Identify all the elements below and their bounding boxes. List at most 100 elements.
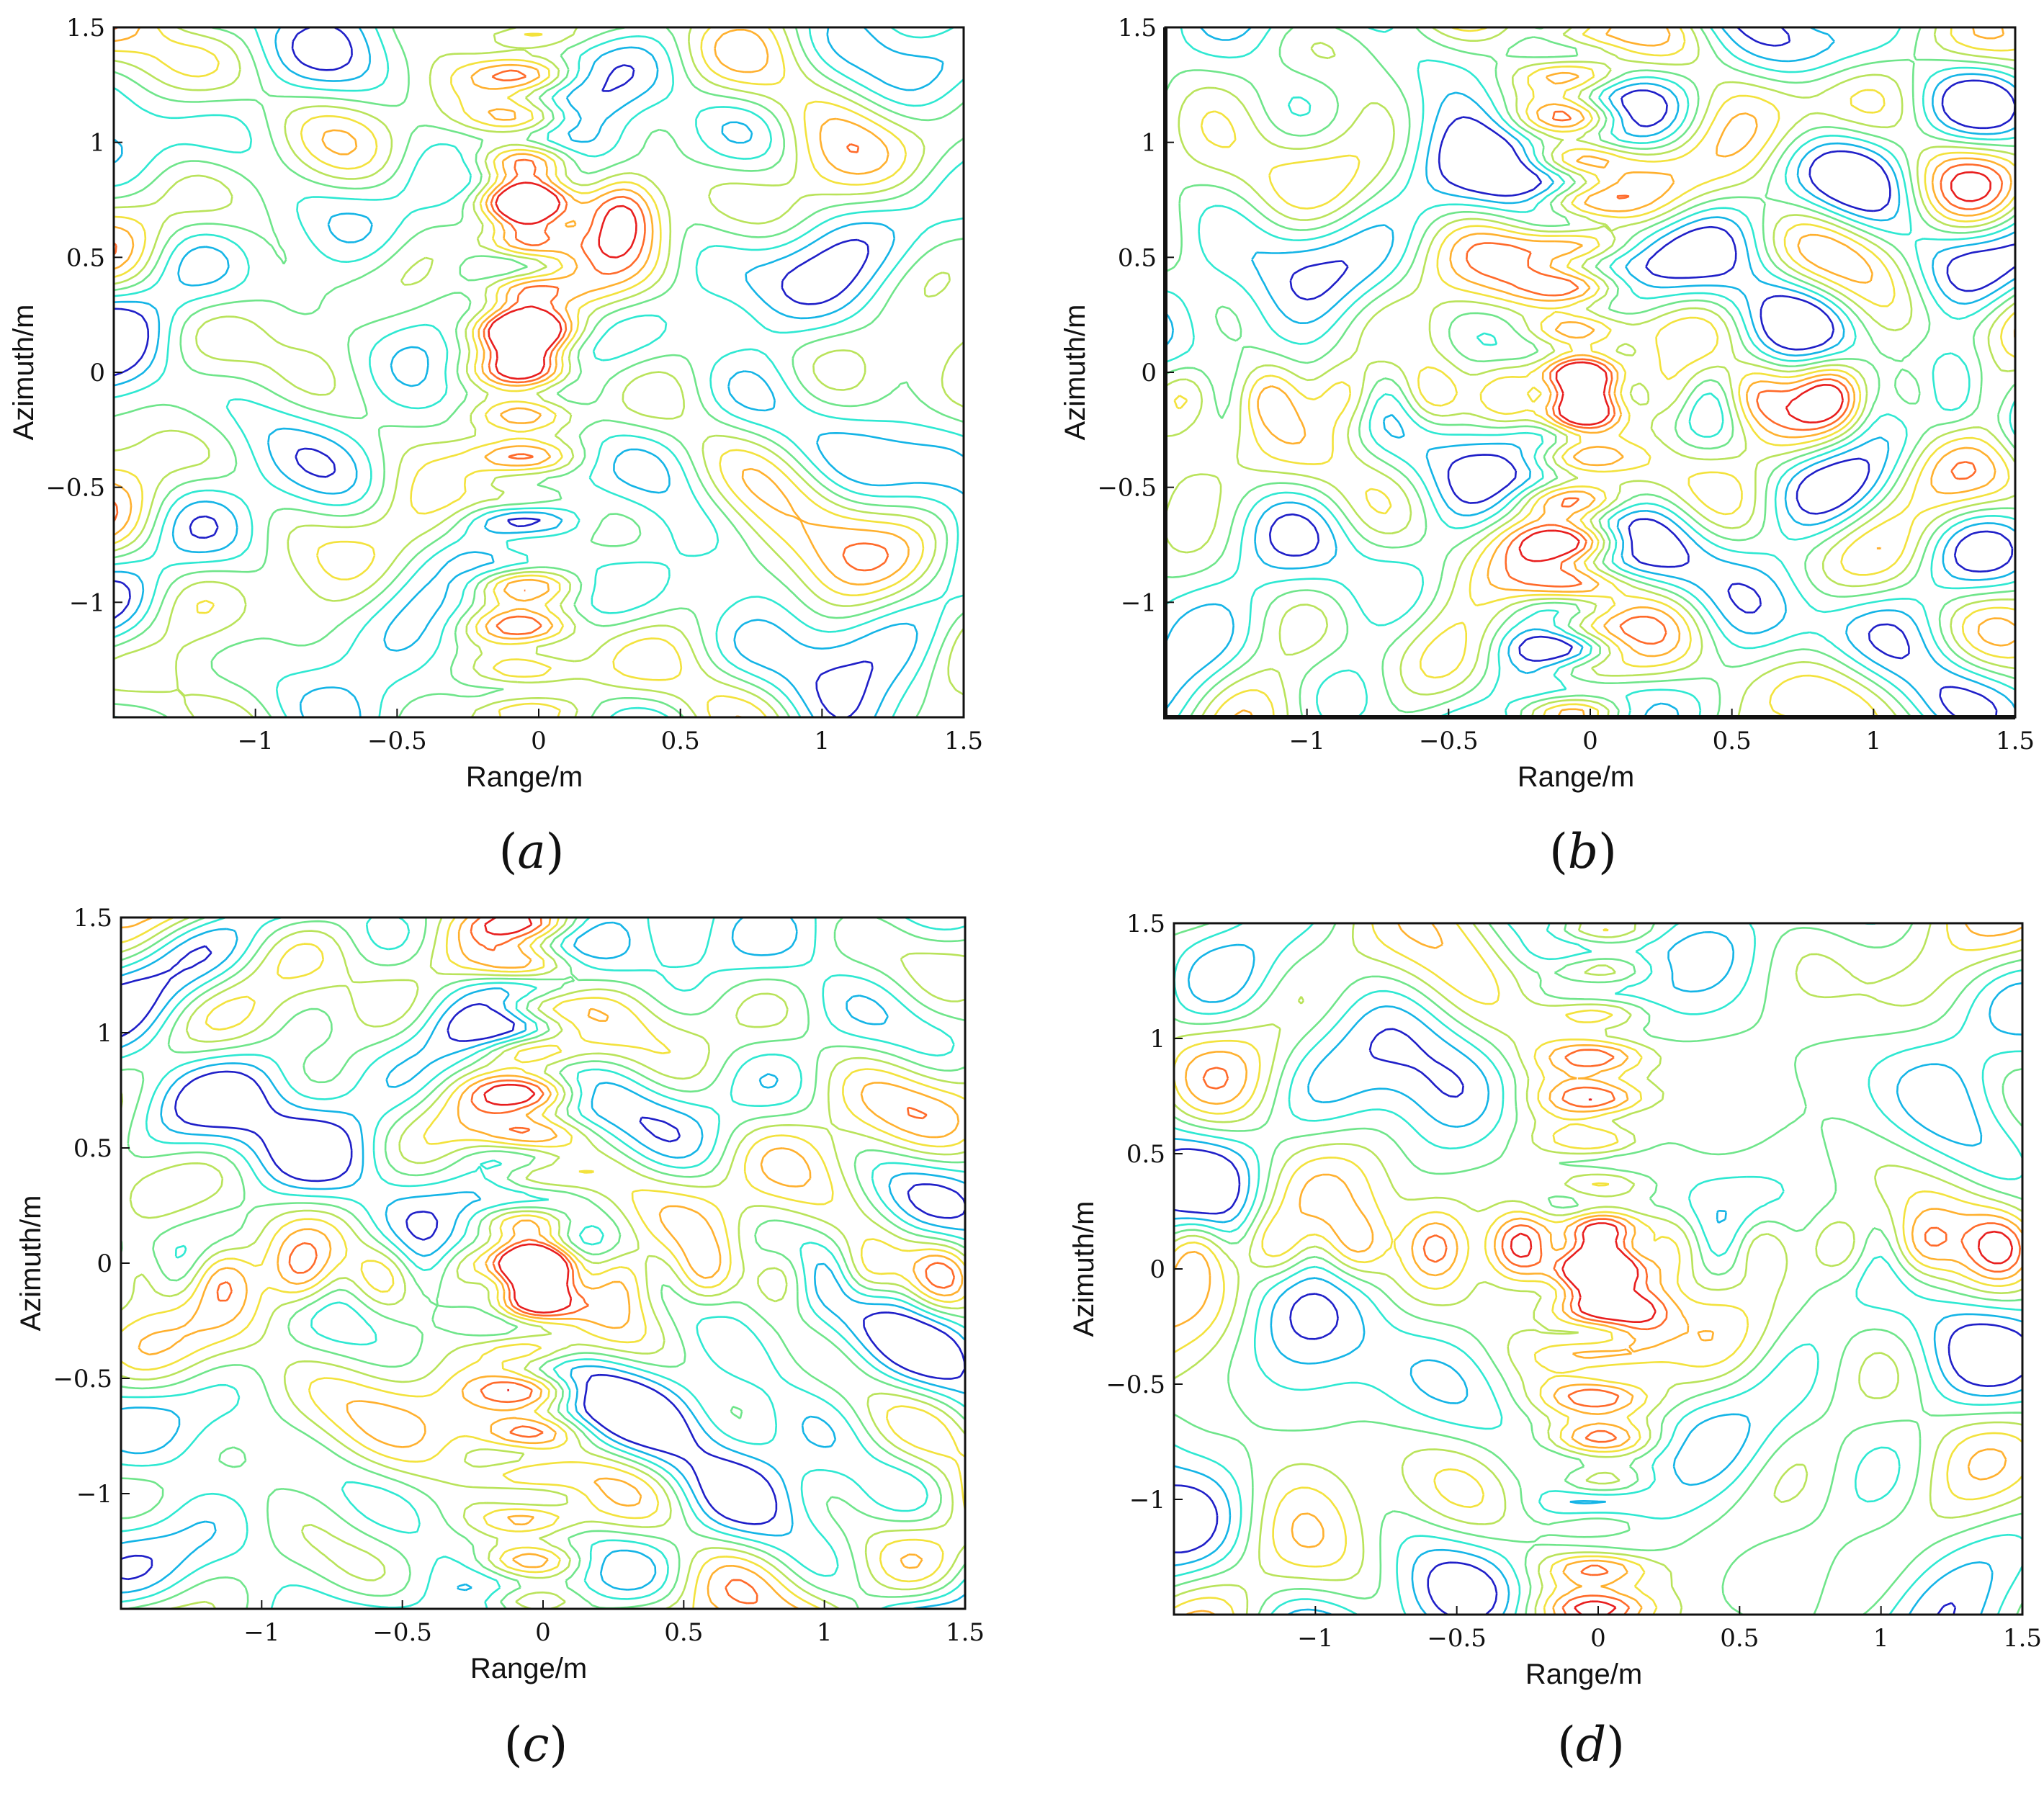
contour-level-9 xyxy=(1510,1098,2014,1615)
contour-level-5 xyxy=(121,917,965,1609)
x-tick-label: 0 xyxy=(1582,727,1598,755)
x-tick-label: −1 xyxy=(1297,1624,1333,1653)
plot-area xyxy=(1174,923,2022,1615)
caption-close-paren: ) xyxy=(1606,1717,1625,1772)
x-tick-label: −0.5 xyxy=(367,727,427,755)
y-tick-label: 0.5 xyxy=(1118,243,1157,272)
plot-area xyxy=(1165,27,2015,717)
x-tick-label: 0.5 xyxy=(1713,727,1752,755)
x-tick-label: 1.5 xyxy=(944,727,983,755)
x-axis-label: Range/m xyxy=(1525,1659,1642,1690)
contour-level-6 xyxy=(121,917,965,1609)
contour-level-2 xyxy=(121,917,965,1609)
plot-frame xyxy=(1173,922,2024,1616)
contour-level-7 xyxy=(121,917,964,1609)
x-tick-label: −1 xyxy=(1289,727,1325,755)
y-tick-label: 0.5 xyxy=(1126,1140,1165,1169)
contour-level-9 xyxy=(483,917,573,1391)
x-tick-label: 0 xyxy=(531,727,547,755)
x-tick-label: 1 xyxy=(1873,1624,1889,1653)
panel-caption: (b) xyxy=(1549,824,1617,879)
contour-level-9 xyxy=(1518,171,1991,562)
contour-level-8 xyxy=(1466,110,2004,645)
plot-area xyxy=(114,27,964,717)
contour-level-1 xyxy=(121,945,965,1581)
contour-level-3 xyxy=(1174,923,2022,1615)
caption-letter: d xyxy=(1576,1717,1606,1772)
contour-level-3 xyxy=(121,917,965,1609)
y-tick-label: 0.5 xyxy=(66,243,105,272)
y-tick-label: −1 xyxy=(69,588,105,617)
y-tick-label: −1 xyxy=(1121,588,1157,617)
y-tick-label: −1 xyxy=(76,1480,112,1509)
caption-open-paren: ( xyxy=(499,824,518,879)
caption-letter: b xyxy=(1568,824,1598,879)
contour-level-7 xyxy=(1174,923,2022,1615)
contour-level-4 xyxy=(1165,27,2015,717)
y-tick-label: 1 xyxy=(1141,129,1157,158)
caption-open-paren: ( xyxy=(1557,1717,1576,1772)
caption-open-paren: ( xyxy=(1549,824,1568,879)
y-tick-label: 1.5 xyxy=(1126,910,1165,938)
y-tick-label: −0.5 xyxy=(53,1365,112,1394)
contour-level-7 xyxy=(114,27,910,717)
caption-letter: c xyxy=(523,1717,550,1772)
y-tick-label: 0.5 xyxy=(73,1134,112,1163)
y-tick-label: 0 xyxy=(89,359,105,387)
y-tick-label: 1 xyxy=(97,1019,112,1048)
contour-level-4 xyxy=(121,917,965,1609)
y-axis-label: Azimuth/m xyxy=(1059,305,1091,441)
x-tick-label: 0.5 xyxy=(1720,1624,1759,1653)
y-tick-label: 1.5 xyxy=(66,14,105,42)
contour-level-1 xyxy=(114,27,874,717)
x-tick-label: 0.5 xyxy=(664,1618,703,1647)
x-tick-label: 1.5 xyxy=(946,1618,985,1647)
x-tick-label: −0.5 xyxy=(372,1618,432,1647)
contour-level-6 xyxy=(1174,923,2022,1615)
x-tick-label: 1 xyxy=(815,727,830,755)
contour-level-5 xyxy=(1165,27,2015,717)
axes-lines xyxy=(1173,923,2022,1616)
y-tick-label: 0 xyxy=(97,1249,112,1278)
y-tick-label: 1.5 xyxy=(1118,14,1157,42)
x-tick-label: 1.5 xyxy=(1996,727,2035,755)
contour-level-9 xyxy=(488,181,637,380)
x-tick-label: −1 xyxy=(243,1618,279,1647)
x-tick-label: −0.5 xyxy=(1427,1624,1487,1653)
panel-caption: (d) xyxy=(1557,1717,1625,1772)
y-axis-label: Azimuth/m xyxy=(15,1195,47,1332)
y-tick-label: 0 xyxy=(1141,359,1157,387)
panel-caption: (c) xyxy=(504,1717,568,1772)
contour-level-8 xyxy=(1202,1049,2021,1615)
contour-level-6 xyxy=(114,27,964,717)
contour-level-5 xyxy=(1174,923,2022,1615)
contour-level-2 xyxy=(1174,931,2022,1615)
x-axis-label: Range/m xyxy=(470,1653,587,1684)
contour-level-6 xyxy=(1173,27,2015,717)
y-tick-label: 1 xyxy=(1149,1025,1165,1054)
x-tick-label: 0 xyxy=(1590,1624,1606,1653)
y-tick-label: −1 xyxy=(1129,1486,1165,1514)
caption-letter: a xyxy=(517,824,545,879)
contour-level-7 xyxy=(1232,27,2015,717)
panel-a: −1 −0.5 0 0.5 1 1.5 1.5 1 0.5 0 −0.5 −1 Range/m Azimu… xyxy=(8,14,983,879)
contour-level-8 xyxy=(216,917,956,1605)
panels-group: −1 −0.5 0 0.5 1 1.5 1.5 1 0.5 0 −0.5 −1 Range/m Azimu… xyxy=(8,14,2042,1772)
panel-c: −1 −0.5 0 0.5 1 1.5 1.5 1 0.5 0 −0.5 −1 Range/m Azimu… xyxy=(15,904,985,1772)
y-axis-label: Azimuth/m xyxy=(8,305,40,441)
x-tick-label: −0.5 xyxy=(1419,727,1479,755)
contour-level-1 xyxy=(1174,1028,2022,1615)
caption-close-paren: ) xyxy=(1598,824,1617,879)
caption-close-paren: ) xyxy=(549,1717,568,1772)
y-axis-label: Azimuth/m xyxy=(1068,1201,1100,1337)
caption-close-paren: ) xyxy=(546,824,565,879)
panel-b: −1 −0.5 0 0.5 1 1.5 1.5 1 0.5 0 −0.5 −1 Range/m Azimu… xyxy=(1059,14,2035,879)
contour-level-4 xyxy=(1174,923,2022,1615)
contour-level-2 xyxy=(114,27,964,717)
x-tick-label: 1.5 xyxy=(2003,1624,2042,1653)
y-tick-label: 1.5 xyxy=(73,904,112,933)
x-tick-label: 0.5 xyxy=(661,727,700,755)
panel-caption: (a) xyxy=(499,824,565,879)
x-axis-label: Range/m xyxy=(466,761,583,793)
